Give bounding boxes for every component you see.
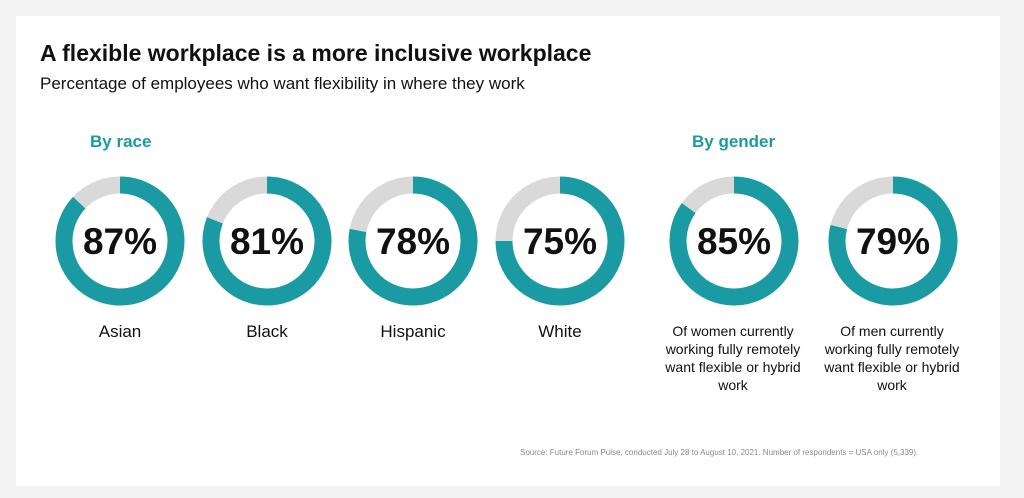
donut-black: 81%	[202, 176, 332, 306]
donut-value-arc-hispanic	[348, 176, 478, 306]
donut-value-arc-white	[495, 176, 625, 306]
percent-label-black: 81%	[230, 221, 304, 262]
percent-label-men: 79%	[856, 221, 930, 262]
donut-value-arc-black	[202, 176, 332, 306]
donut-asian: 87%	[55, 176, 185, 306]
chart-card: A flexible workplace is a more inclusive…	[16, 16, 1000, 486]
source-note: Source: Future Forum Pulse, conducted Ju…	[520, 448, 919, 457]
category-label-black: Black	[246, 322, 288, 341]
donut-white: 75%	[495, 176, 625, 306]
category-label-asian: Asian	[98, 322, 142, 341]
donut-charts: 87% 81% 78% 75% 85% 79%	[55, 176, 958, 306]
percent-label-asian: 87%	[83, 221, 157, 262]
donut-value-arc-women	[669, 176, 799, 306]
percent-label-women: 85%	[697, 221, 771, 262]
category-label-men: Of men currently working fully remotely …	[824, 323, 960, 393]
percent-label-white: 75%	[523, 221, 597, 262]
donut-value-arc-asian	[55, 176, 185, 306]
category-label-white: White	[538, 322, 582, 341]
donut-men: 79%	[828, 176, 958, 306]
chart-subtitle: Percentage of employees who want flexibi…	[40, 74, 525, 93]
section-label-gender: By gender	[692, 132, 776, 151]
chart-title: A flexible workplace is a more inclusive…	[40, 40, 592, 66]
donut-women: 85%	[669, 176, 799, 306]
donut-hispanic: 78%	[348, 176, 478, 306]
category-label-women: Of women currently working fully remotel…	[665, 323, 801, 393]
donut-value-arc-men	[828, 176, 958, 306]
percent-label-hispanic: 78%	[376, 221, 450, 262]
section-label-race: By race	[90, 132, 152, 151]
category-label-hispanic: Hispanic	[380, 322, 446, 341]
